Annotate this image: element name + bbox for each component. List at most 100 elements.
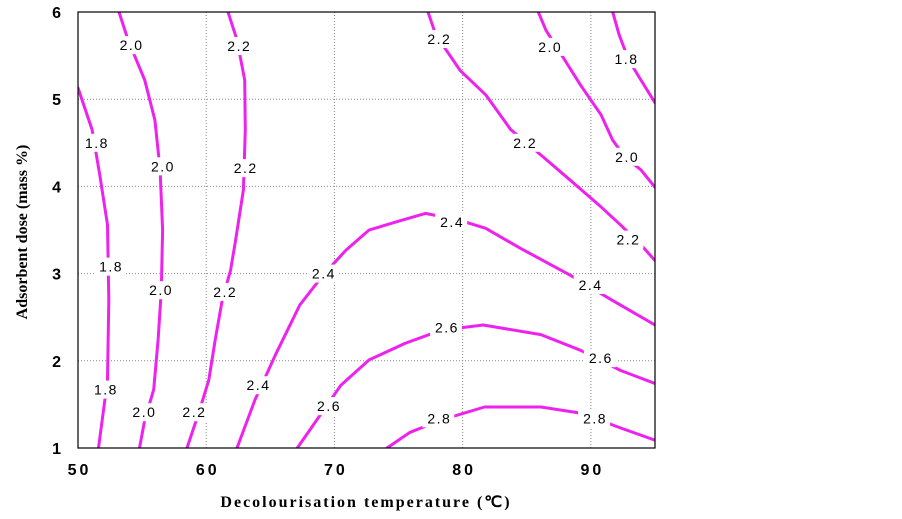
contour-label: 2.4 bbox=[306, 264, 339, 283]
y-tick-labels: 1 2 3 4 5 6 bbox=[52, 5, 61, 458]
contour-label-background bbox=[422, 409, 455, 428]
contour-label-text: 2.0 bbox=[538, 39, 562, 55]
contour-label-background bbox=[144, 281, 177, 300]
x-axis-title: Decolourisation temperature (℃) bbox=[220, 494, 511, 511]
contour-label: 2.2 bbox=[422, 30, 455, 49]
contour-label-background bbox=[508, 133, 541, 152]
y-tick-label: 2 bbox=[52, 354, 61, 371]
contour-label-background bbox=[222, 37, 255, 56]
x-tick-label: 70 bbox=[324, 462, 348, 479]
contour-label-background bbox=[127, 403, 160, 422]
contour-label-background bbox=[609, 50, 642, 69]
contour-line-2-6 bbox=[295, 323, 655, 448]
contour-label-text: 2.2 bbox=[513, 135, 537, 151]
contour-label: 2.6 bbox=[583, 349, 616, 368]
contour-label-text: 1.8 bbox=[99, 259, 123, 275]
contour-label-text: 2.2 bbox=[227, 38, 251, 54]
contour-label-text: 2.8 bbox=[427, 410, 451, 426]
contour-line-2-0 bbox=[117, 12, 165, 448]
contour-label: 2.8 bbox=[578, 409, 611, 428]
contour-label-background bbox=[573, 275, 606, 294]
contour-label: 2.0 bbox=[610, 147, 643, 166]
contour-label-text: 2.0 bbox=[151, 158, 175, 174]
contour-label-background bbox=[208, 282, 241, 301]
contour-label: 2.2 bbox=[228, 159, 261, 178]
contour-label-background bbox=[533, 37, 566, 56]
contour-label-text: 2.6 bbox=[589, 350, 613, 366]
contour-label-background bbox=[241, 376, 274, 395]
x-tick-label: 60 bbox=[196, 462, 220, 479]
y-tick-label: 1 bbox=[52, 441, 61, 458]
x-tick-label: 50 bbox=[68, 462, 92, 479]
contour-label-text: 2.6 bbox=[317, 398, 341, 414]
contour-label: 2.2 bbox=[208, 282, 241, 301]
contour-line-2-8 bbox=[385, 405, 655, 448]
contour-label-background bbox=[88, 380, 121, 399]
contour-label: 1.8 bbox=[94, 257, 127, 276]
x-tick-labels: 50 60 70 80 90 bbox=[68, 462, 604, 479]
x-tick-label: 80 bbox=[452, 462, 476, 479]
contour-label-background bbox=[429, 318, 462, 337]
contour-label-background bbox=[610, 147, 643, 166]
contour-label-text: 2.0 bbox=[149, 282, 173, 298]
contour-label-text: 2.0 bbox=[615, 149, 639, 165]
grid-lines bbox=[78, 12, 655, 448]
contour-label-text: 2.2 bbox=[213, 284, 237, 300]
y-tick-label: 5 bbox=[52, 92, 61, 109]
contour-label-background bbox=[306, 264, 339, 283]
contour-label-background bbox=[583, 349, 616, 368]
contour-label-text: 2.6 bbox=[435, 320, 459, 336]
contour-label-background bbox=[422, 30, 455, 49]
contour-label-text: 2.4 bbox=[440, 214, 464, 230]
contour-line-2-2 bbox=[185, 12, 247, 448]
contour-label-background bbox=[435, 213, 468, 232]
contour-label: 2.6 bbox=[312, 397, 345, 416]
contour-label-background bbox=[177, 403, 210, 422]
y-tick-label: 3 bbox=[52, 267, 61, 284]
contour-label-text: 2.8 bbox=[583, 410, 607, 426]
contour-label: 2.4 bbox=[241, 376, 274, 395]
plot-frame bbox=[77, 11, 656, 449]
contour-label-background bbox=[114, 36, 147, 55]
y-tick-label: 6 bbox=[52, 5, 61, 22]
contour-labels: 1.8 1.8 1.8 2.0 2.0 2.0 2.0 2.2 2.2 2.2 2.2 2.4 2.4 2… bbox=[79, 30, 644, 428]
contour-label-text: 1.8 bbox=[615, 51, 639, 67]
contour-label-text: 2.2 bbox=[234, 160, 258, 176]
contour-label-text: 2.4 bbox=[579, 277, 603, 293]
contour-label: 2.0 bbox=[144, 281, 177, 300]
contour-label: 1.8 bbox=[88, 380, 121, 399]
contour-label-background bbox=[312, 397, 345, 416]
contour-label-background bbox=[79, 133, 112, 152]
x-tick-label: 90 bbox=[580, 462, 604, 479]
contour-label-background bbox=[145, 157, 178, 176]
contour-label: 2.0 bbox=[114, 36, 147, 55]
contour-label-text: 2.0 bbox=[132, 404, 156, 420]
contour-label: 1.8 bbox=[79, 133, 112, 152]
contour-label: 2.8 bbox=[422, 409, 455, 428]
contour-label: 2.0 bbox=[127, 403, 160, 422]
contour-label-text: 2.2 bbox=[616, 232, 640, 248]
contour-label-text: 2.4 bbox=[247, 377, 271, 393]
y-axis-title: Adsorbent dose (mass %) bbox=[14, 145, 31, 320]
contour-label-text: 2.0 bbox=[120, 37, 144, 53]
y-tick-label: 4 bbox=[52, 179, 61, 196]
contour-label-text: 2.2 bbox=[427, 31, 451, 47]
contour-label: 2.4 bbox=[573, 275, 606, 294]
contour-label: 2.4 bbox=[435, 213, 468, 232]
contour-label-text: 2.2 bbox=[182, 404, 206, 420]
contour-label: 2.2 bbox=[611, 230, 644, 249]
contour-label: 2.2 bbox=[222, 37, 255, 56]
contour-lines bbox=[78, 12, 655, 448]
contour-label: 2.0 bbox=[145, 157, 178, 176]
contour-label: 2.2 bbox=[508, 133, 541, 152]
contour-label: 2.0 bbox=[533, 37, 566, 56]
contour-label-text: 2.4 bbox=[312, 266, 336, 282]
contour-label-background bbox=[578, 409, 611, 428]
contour-label-background bbox=[94, 257, 127, 276]
contour-label-background bbox=[611, 230, 644, 249]
contour-label-background bbox=[228, 159, 261, 178]
contour-label-text: 1.8 bbox=[85, 135, 109, 151]
contour-label-text: 1.8 bbox=[94, 382, 118, 398]
contour-label: 1.8 bbox=[609, 50, 642, 69]
